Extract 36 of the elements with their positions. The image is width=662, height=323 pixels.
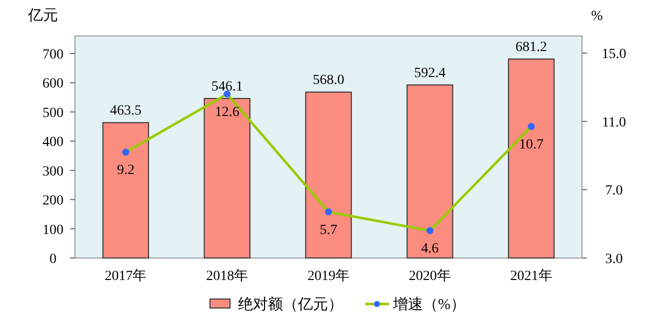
y-tick-label: 600 [42, 76, 64, 92]
x-tick-label: 2017年 [104, 268, 147, 284]
y2-tick-label: 15.0 [602, 47, 626, 62]
data-label: 9.2 [116, 163, 134, 178]
y2-tick-label: 11.0 [602, 115, 626, 130]
y-tick-label: 200 [42, 194, 64, 209]
y-tick-label: 400 [42, 135, 64, 150]
x-tick-label: 2021年 [510, 268, 552, 284]
legend-label: 绝对额（亿元） [238, 296, 343, 313]
bar [102, 122, 150, 258]
y2-tick-label: 3.0 [605, 252, 623, 267]
data-label: 10.7 [519, 138, 544, 153]
data-label: 592.4 [414, 66, 446, 81]
y-tick-label: 0 [50, 252, 56, 267]
legend-label: 增速（%） [392, 296, 466, 313]
x-tick-label: 2020年 [408, 268, 451, 284]
y2-tick-label: 7.0 [605, 184, 623, 199]
bar [508, 58, 555, 258]
y-tick-label: 100 [42, 222, 64, 238]
bar [406, 84, 454, 258]
data-label: 546.1 [211, 79, 243, 94]
y-tick-label: 300 [42, 164, 64, 180]
y-tick-label: 700 [42, 48, 64, 63]
data-label: 4.6 [421, 242, 439, 257]
x-tick-label: 2018年 [206, 268, 248, 284]
data-label: 463.5 [110, 104, 142, 119]
y-tick-label: 500 [42, 106, 64, 121]
data-label: 5.7 [320, 222, 338, 238]
x-tick-label: 2019年 [308, 268, 350, 284]
data-label: 12.6 [214, 105, 240, 120]
data-label: 681.2 [516, 40, 548, 56]
data-label: 568.0 [312, 73, 344, 88]
y-axis-title: 亿元 [27, 8, 58, 24]
y2-axis-title: % [591, 9, 604, 24]
bar [204, 98, 250, 258]
bar [305, 92, 352, 258]
